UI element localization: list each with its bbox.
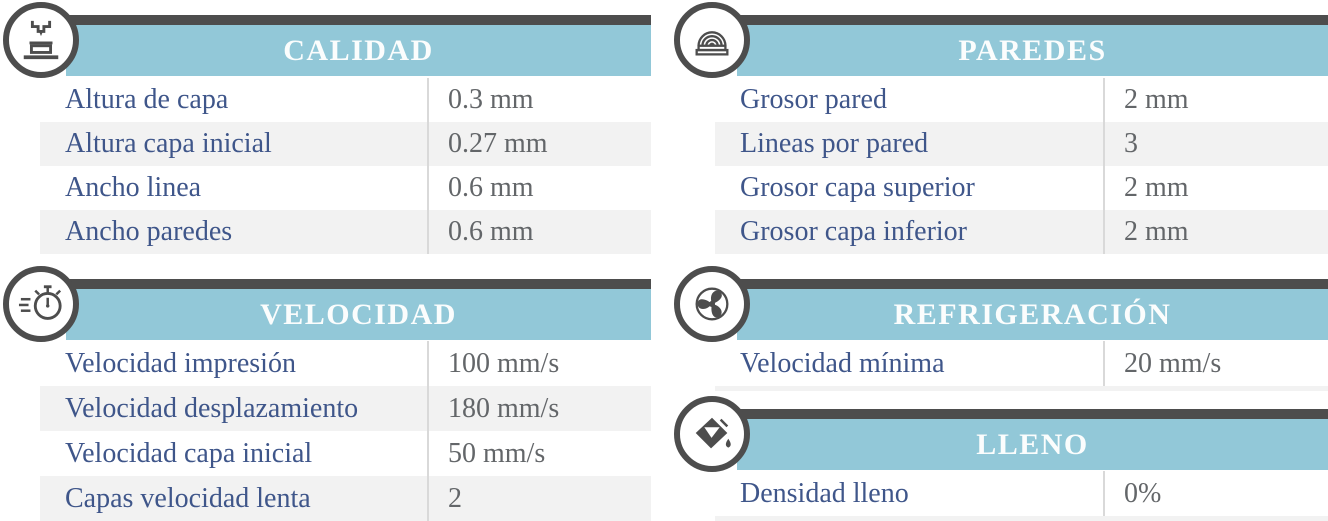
panel-lleno: LLENO Densidad lleno 0% xyxy=(674,394,1328,521)
wall-layers-icon xyxy=(674,2,750,78)
setting-label: Densidad lleno xyxy=(740,477,909,509)
panel-velocidad: VELOCIDAD Velocidad impresión 100 mm/s xyxy=(0,264,651,521)
panel-top-bar xyxy=(737,409,1328,419)
panel-calidad: CALIDAD Altura de capa 0.3 mm Altura cap… xyxy=(0,0,651,264)
setting-label: Lineas por pared xyxy=(740,128,929,159)
table-row: Grosor capa inferior 2 mm xyxy=(715,210,1328,254)
table-row: Densidad lleno 0% xyxy=(715,471,1328,516)
setting-label: Velocidad mínima xyxy=(740,347,945,379)
table-row: Velocidad desplazamiento 180 mm/s xyxy=(40,386,651,431)
panel-header: VELOCIDAD xyxy=(66,289,651,340)
setting-label: Altura capa inicial xyxy=(65,128,272,159)
setting-label: Ancho linea xyxy=(65,172,202,203)
fan-icon xyxy=(674,266,750,342)
setting-label: Velocidad capa inicial xyxy=(65,437,313,469)
setting-label: Ancho paredes xyxy=(65,216,233,247)
setting-value: 0.3 mm xyxy=(427,78,651,122)
table-row: Grosor capa superior 2 mm xyxy=(715,166,1328,210)
setting-value: 2 mm xyxy=(1103,210,1328,254)
table-row: Velocidad impresión 100 mm/s xyxy=(40,341,651,386)
table-row: Ancho paredes 0.6 mm xyxy=(40,210,651,254)
setting-value: 2 xyxy=(427,476,651,521)
panel-refrigeracion: REFRIGERACIÓN Velocidad mínima 20 mm/s xyxy=(674,264,1328,394)
table-row: Capas velocidad lenta 2 xyxy=(40,476,651,521)
refrigeracion-table: Velocidad mínima 20 mm/s xyxy=(715,341,1328,391)
setting-label: Grosor capa superior xyxy=(740,172,975,203)
panel-header: LLENO xyxy=(737,419,1328,470)
panel-paredes: PAREDES Grosor pared 2 mm Lineas por par… xyxy=(674,0,1328,264)
panel-top-bar xyxy=(737,15,1328,25)
setting-value: 2 mm xyxy=(1103,78,1328,122)
panel-header: CALIDAD xyxy=(66,25,651,76)
velocidad-table: Velocidad impresión 100 mm/s Velocidad d… xyxy=(40,341,651,521)
setting-value: 50 mm/s xyxy=(427,431,651,476)
setting-label: Velocidad impresión xyxy=(65,347,296,379)
setting-value: 3 xyxy=(1103,122,1328,166)
setting-value: 0.6 mm xyxy=(427,166,651,210)
table-row: Ancho linea 0.6 mm xyxy=(40,166,651,210)
panel-title: PAREDES xyxy=(958,33,1107,67)
row-cutoff xyxy=(715,516,1328,521)
stopwatch-icon xyxy=(3,266,79,342)
panel-header: PAREDES xyxy=(737,25,1328,76)
table-row: Altura capa inicial 0.27 mm xyxy=(40,122,651,166)
setting-value: 0.27 mm xyxy=(427,122,651,166)
table-row: Grosor pared 2 mm xyxy=(715,78,1328,122)
panel-header: REFRIGERACIÓN xyxy=(737,289,1328,340)
table-row: Lineas por pared 3 xyxy=(715,122,1328,166)
setting-value: 180 mm/s xyxy=(427,386,651,431)
panel-top-bar xyxy=(737,279,1328,289)
setting-value: 100 mm/s xyxy=(427,341,651,386)
table-row: Velocidad capa inicial 50 mm/s xyxy=(40,431,651,476)
pour-bucket-icon xyxy=(674,396,750,472)
setting-value: 2 mm xyxy=(1103,166,1328,210)
lleno-table: Densidad lleno 0% xyxy=(715,471,1328,521)
row-cutoff xyxy=(715,386,1328,391)
setting-label: Grosor pared xyxy=(740,84,887,115)
printer-layer-icon xyxy=(3,2,79,78)
panel-title: VELOCIDAD xyxy=(260,297,457,331)
paredes-table: Grosor pared 2 mm Lineas por pared 3 Gro… xyxy=(715,78,1328,254)
setting-label: Velocidad desplazamiento xyxy=(65,392,359,424)
panel-top-bar xyxy=(66,15,651,25)
calidad-table: Altura de capa 0.3 mm Altura capa inicia… xyxy=(40,78,651,254)
setting-value: 0% xyxy=(1103,471,1328,516)
table-row: Altura de capa 0.3 mm xyxy=(40,78,651,122)
setting-value: 20 mm/s xyxy=(1103,341,1328,386)
setting-label: Altura de capa xyxy=(65,84,229,115)
setting-value: 0.6 mm xyxy=(427,210,651,254)
setting-label: Grosor capa inferior xyxy=(740,216,968,247)
panel-title: REFRIGERACIÓN xyxy=(893,297,1172,331)
panel-title: LLENO xyxy=(976,427,1089,461)
panel-title: CALIDAD xyxy=(283,33,434,67)
panel-top-bar xyxy=(66,279,651,289)
setting-label: Capas velocidad lenta xyxy=(65,482,311,514)
table-row: Velocidad mínima 20 mm/s xyxy=(715,341,1328,386)
